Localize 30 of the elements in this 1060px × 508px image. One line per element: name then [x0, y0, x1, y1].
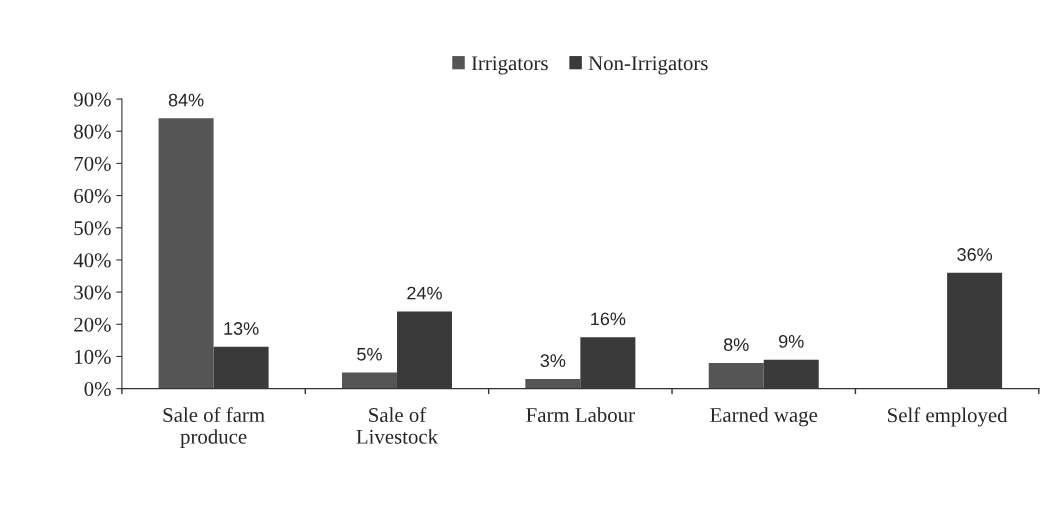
y-tick-label: 50% — [74, 221, 111, 236]
bar — [341, 372, 397, 389]
y-tick-label: 40% — [73, 253, 111, 268]
data-label: 13% — [224, 322, 259, 335]
data-label: 3% — [540, 354, 566, 368]
data-label: 84% — [168, 93, 204, 107]
x-tick-label: Earned wage — [710, 407, 818, 427]
y-tick-label: 30% — [74, 285, 111, 300]
data-label: 5% — [357, 347, 382, 361]
legend-label: Non-Irrigators — [588, 56, 708, 75]
y-tick-label: 70% — [74, 156, 111, 171]
y-tick-label: 80% — [74, 124, 111, 139]
y-tick-label: 10% — [75, 349, 111, 364]
x-tick-label: Sale of Livestock — [356, 407, 439, 444]
x-tick-label: Farm Labour — [526, 407, 635, 423]
bar — [158, 118, 214, 389]
y-tick-label: 0% — [84, 381, 111, 397]
bar — [708, 362, 764, 389]
y-tick-label: 90% — [73, 92, 111, 107]
y-tick-label: 20% — [74, 317, 111, 332]
legend-label: Irrigators — [471, 56, 548, 75]
x-tick-label: Self employed — [888, 407, 1008, 427]
data-label: 8% — [723, 338, 749, 351]
y-tick-label: 60% — [74, 188, 111, 204]
data-label: 9% — [779, 334, 804, 348]
data-label: 16% — [591, 312, 626, 326]
data-label: 24% — [407, 286, 442, 300]
x-tick-label: Sale of farm produce — [163, 407, 265, 449]
bar — [525, 378, 581, 389]
data-label: 36% — [957, 248, 993, 261]
